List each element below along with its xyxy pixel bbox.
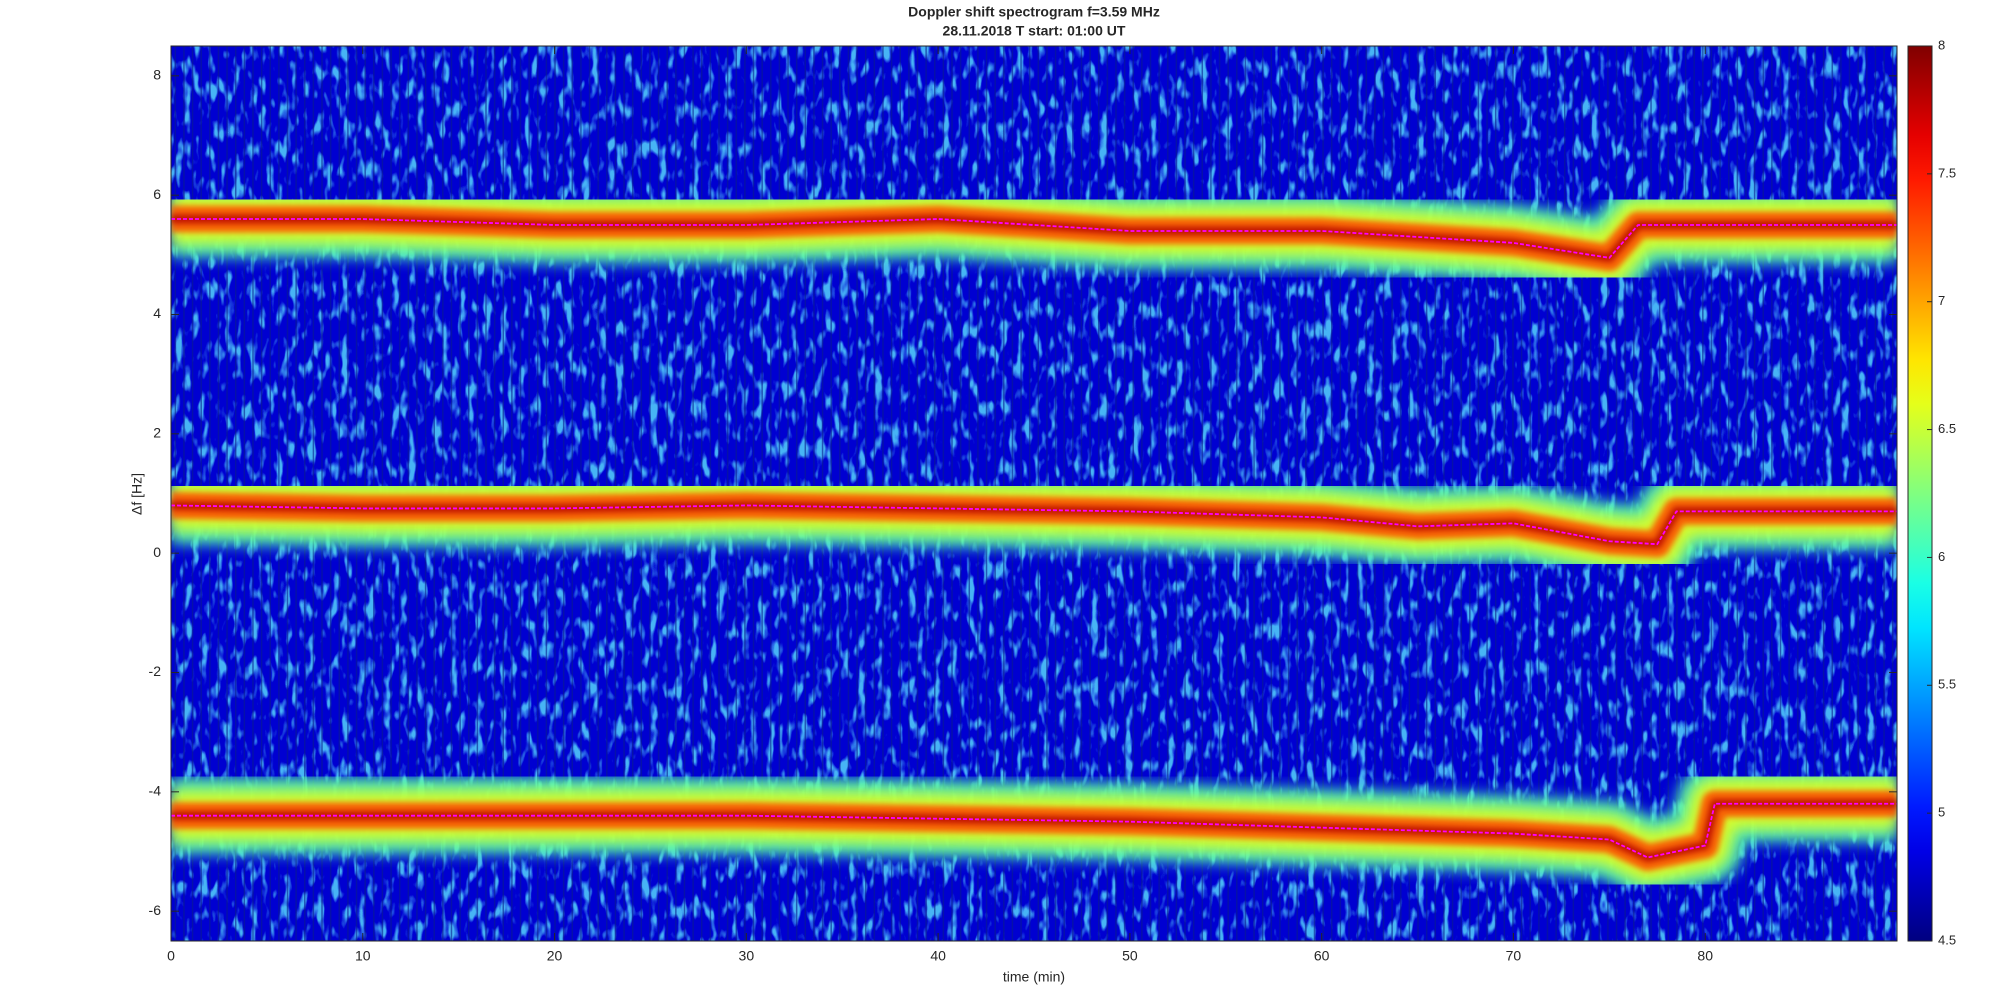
x-tick-label: 80 — [1697, 948, 1713, 964]
plot-area — [171, 46, 1897, 941]
y-tick-label: 0 — [153, 544, 161, 560]
colorbar-tick-label: 8 — [1938, 37, 1945, 52]
x-tick-label: 10 — [355, 948, 371, 964]
y-tick-label: -4 — [149, 783, 162, 799]
y-tick-label: -2 — [149, 663, 162, 679]
colorbar-tick-label: 6 — [1938, 549, 1945, 564]
x-axis-label: time (min) — [1003, 969, 1065, 985]
x-tick-label: 40 — [930, 948, 946, 964]
ridge-trace — [171, 218, 1897, 259]
x-tick-label: 0 — [167, 948, 175, 964]
x-tick-label: 50 — [1122, 948, 1138, 964]
y-tick-label: 6 — [153, 186, 161, 202]
y-tick-label: 2 — [153, 425, 161, 441]
colorbar — [1907, 45, 1933, 942]
y-tick-label: 8 — [153, 67, 161, 83]
axes-box — [170, 45, 1898, 942]
colorbar-tick-label: 6.5 — [1938, 421, 1956, 436]
ridge-trace — [171, 504, 1897, 546]
x-tick-label: 70 — [1506, 948, 1522, 964]
chart-subtitle: 28.11.2018 T start: 01:00 UT — [943, 23, 1126, 39]
y-tick-label: 4 — [153, 305, 161, 321]
x-tick-label: 60 — [1314, 948, 1330, 964]
colorbar-tick-label: 5.5 — [1938, 677, 1956, 692]
y-tick-label: -6 — [149, 902, 162, 918]
colorbar-tick-label: 7.5 — [1938, 165, 1956, 180]
colorbar-tick-label: 5 — [1938, 805, 1945, 820]
y-axis-label: Δf [Hz] — [129, 473, 145, 515]
x-tick-label: 30 — [739, 948, 755, 964]
ridge-trace — [171, 802, 1897, 859]
x-tick-label: 20 — [547, 948, 563, 964]
colorbar-tick-label: 7 — [1938, 293, 1945, 308]
chart-title: Doppler shift spectrogram f=3.59 MHz — [908, 4, 1160, 20]
colorbar-tick-label: 4.5 — [1938, 932, 1956, 947]
